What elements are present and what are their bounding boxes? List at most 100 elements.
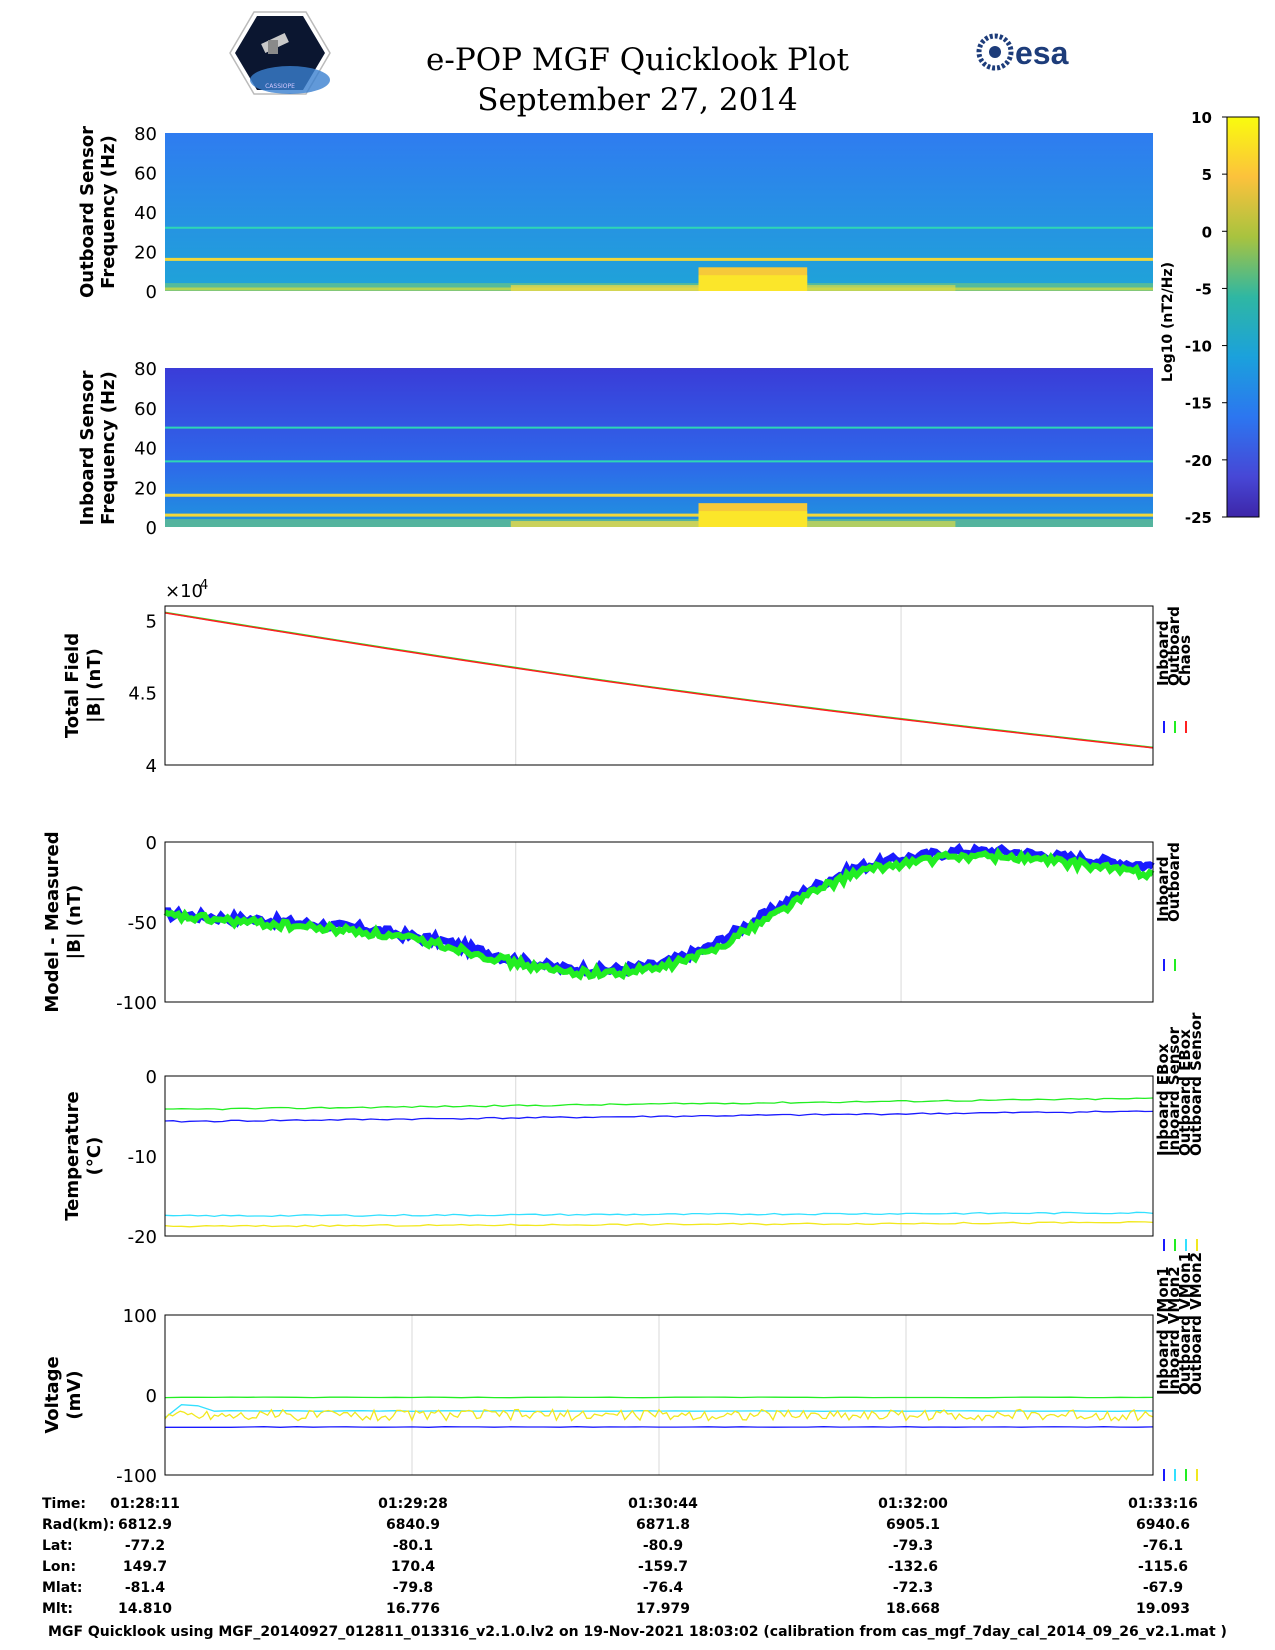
y-tick-label: 40 — [134, 203, 157, 224]
y-tick-label: -100 — [116, 993, 157, 1014]
outboard-y-ticks: 80 60 40 20 0 — [134, 124, 157, 303]
legend-label: Outboard EBox — [1176, 1029, 1194, 1156]
info-cell: 17.979 — [636, 1601, 690, 1617]
legend-label: Outboard Sensor — [1187, 1012, 1205, 1156]
exponent-power: 4 — [200, 578, 208, 593]
legend-label: Inboard VMon2 — [1165, 1266, 1183, 1395]
delta-field-series — [163, 847, 1155, 981]
total-field-series — [164, 611, 1154, 749]
y-axis-label-line-1: Total Field — [62, 633, 83, 738]
info-cell: -76.1 — [1143, 1538, 1183, 1554]
colorbar: 10 5 0 -5 -10 -15 -20 -25 Log10 (nT2/Hz) — [1160, 109, 1260, 527]
burst-core — [698, 511, 808, 527]
title-line-2: September 27, 2014 — [477, 82, 798, 118]
temperature-series — [165, 1097, 1154, 1111]
y-tick-label: 4.5 — [128, 684, 157, 705]
info-row-label: Time: — [42, 1496, 86, 1512]
delta-field-series — [165, 842, 1155, 978]
info-cell: -159.7 — [638, 1559, 688, 1575]
info-cell: -67.9 — [1143, 1580, 1183, 1596]
y-axis-label-line-1: Model - Measured — [42, 831, 63, 1012]
info-cell: 01:32:00 — [878, 1496, 948, 1512]
voltage-panel: 100 0 -100 Voltage (mV) Inboard VMon1Inboard … — [42, 1252, 1205, 1487]
temperature-panel: 0 -10 -20 Temperature (°C) Inboard EBoxInboar… — [62, 1012, 1205, 1251]
colorbar-tick-label: 10 — [1191, 109, 1212, 127]
burst-trail — [807, 285, 956, 291]
temperature-series — [164, 1211, 1154, 1218]
info-cell: -132.6 — [888, 1559, 938, 1575]
legend-label: Outboard — [1165, 842, 1183, 922]
colorbar-tick-label: -25 — [1185, 509, 1212, 527]
colorbar-tick-label: 0 — [1202, 223, 1212, 241]
legend-label: Outboard VMon1 — [1176, 1252, 1194, 1395]
y-tick-label: 40 — [134, 439, 157, 460]
info-cell: 6940.6 — [1136, 1517, 1190, 1533]
title-line-1: e-POP MGF Quicklook Plot — [426, 42, 849, 78]
colorbar-tick-label: -15 — [1185, 395, 1212, 413]
inboard-burst-region — [510, 503, 956, 527]
y-tick-label: 0 — [146, 282, 157, 303]
y-axis-label-line-2: |B| (nT) — [84, 648, 105, 723]
y-tick-label: 60 — [134, 164, 157, 185]
y-tick-label: 5 — [146, 611, 157, 632]
info-cell: 6840.9 — [386, 1517, 440, 1533]
info-cell: -81.4 — [125, 1580, 166, 1596]
burst-trail — [807, 521, 956, 527]
outboard-ylabel-2: Frequency (Hz) — [98, 135, 119, 289]
info-cell: -79.8 — [393, 1580, 433, 1596]
outboard-ylabel-1: Outboard Sensor — [77, 126, 98, 298]
burst-lead — [510, 521, 699, 527]
y-tick-label: 0 — [146, 518, 157, 539]
y-axis-label-line-2: |B| (nT) — [64, 885, 85, 960]
voltage-series — [164, 1396, 1154, 1399]
info-row-label: Rad(km): — [42, 1517, 115, 1533]
info-row-label: Mlt: — [42, 1601, 73, 1617]
cassiope-mission-logo: CASSIOPE — [229, 11, 331, 95]
inboard-ylabel-2: Frequency (Hz) — [98, 371, 119, 525]
info-cell: 170.4 — [391, 1559, 436, 1575]
info-cell: 19.093 — [1136, 1601, 1190, 1617]
burst-core — [698, 275, 808, 291]
temperature-series — [164, 1221, 1154, 1228]
y-tick-label: 80 — [134, 359, 157, 380]
inboard-y-ticks: 80 60 40 20 0 — [134, 359, 157, 539]
info-row-label: Lon: — [42, 1559, 76, 1575]
outboard-burst-region — [510, 267, 956, 291]
info-cell: 01:28:11 — [110, 1496, 180, 1512]
esa-logo: esa — [976, 33, 1069, 71]
info-cell: 6905.1 — [886, 1517, 940, 1533]
info-cell: 18.668 — [886, 1601, 940, 1617]
total-field-series — [164, 611, 1154, 749]
y-tick-label: 60 — [134, 399, 157, 420]
y-tick-label: 100 — [123, 1306, 157, 1327]
mission-logo-text: CASSIOPE — [265, 83, 295, 90]
info-cell: -72.3 — [893, 1580, 933, 1596]
info-cell: -80.1 — [393, 1538, 433, 1554]
legend-label: Inboard — [1154, 856, 1172, 922]
colorbar-tick-label: -5 — [1195, 280, 1212, 298]
colorbar-tick-label: 5 — [1202, 166, 1212, 184]
info-cell: 14.810 — [118, 1601, 172, 1617]
colorbar-label: Log10 (nT2/Hz) — [1160, 262, 1176, 382]
plot-title: e-POP MGF Quicklook Plot September 27, 2… — [0, 40, 1275, 120]
y-tick-label: 20 — [134, 243, 157, 264]
y-tick-label: 20 — [134, 478, 157, 499]
y-axis-label-line-1: Temperature — [62, 1091, 83, 1220]
axes-box — [164, 841, 1154, 1003]
info-cell: 6871.8 — [636, 1517, 690, 1533]
info-cell: 01:29:28 — [378, 1496, 448, 1512]
temperature-series — [164, 1110, 1154, 1123]
info-row-label: Lat: — [42, 1538, 73, 1554]
orbit-info-table: Time: Rad(km): Lat: Lon: Mlat: Mlt: 01:28:11 68… — [42, 1496, 1198, 1617]
legend-label: Inboard VMon1 — [1154, 1266, 1172, 1395]
outboard-spectrogram-panel: 80 60 40 20 0 Outboard Sensor Frequency (Hz) — [77, 124, 1153, 303]
y-tick-label: -50 — [128, 913, 157, 934]
info-cell: 6812.9 — [118, 1517, 172, 1533]
esa-logo-text: esa — [1015, 35, 1069, 71]
y-tick-label: 80 — [134, 124, 157, 145]
info-cell: -79.3 — [893, 1538, 933, 1554]
info-cell: 16.776 — [386, 1601, 440, 1617]
voltage-series — [165, 1426, 1154, 1428]
inboard-spectrogram — [165, 368, 1153, 527]
